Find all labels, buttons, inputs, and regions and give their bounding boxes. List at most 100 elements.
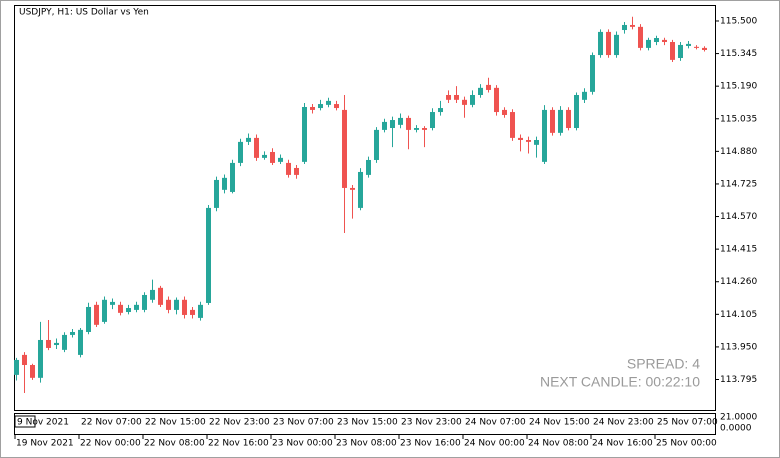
candle-body	[198, 304, 203, 318]
y-tick-label: 114.415	[720, 245, 757, 255]
candle-body	[358, 171, 363, 208]
x-tick-label: 24 Nov 00:00	[464, 439, 525, 449]
candle-body	[430, 112, 435, 129]
y-tick-label: 114.105	[720, 310, 757, 320]
sub-time-label: 25 Nov 07:00	[657, 418, 718, 428]
candle-body	[254, 137, 259, 158]
candle-body	[390, 120, 395, 129]
candle-body	[150, 289, 155, 300]
candle-body	[518, 137, 523, 140]
candle-body	[206, 207, 211, 303]
candle-body	[398, 117, 403, 125]
candle-body	[142, 294, 147, 310]
candle-body	[318, 104, 323, 109]
candle-body	[46, 339, 51, 348]
candle-body	[486, 84, 491, 90]
candle-body	[574, 95, 579, 129]
candle-body	[62, 334, 67, 350]
candle-body	[174, 299, 179, 310]
y-tick-label: 114.725	[720, 179, 757, 189]
sub-time-label: 23 Nov 07:00	[273, 418, 334, 428]
candle-body	[278, 157, 283, 162]
candle-body	[638, 26, 643, 48]
candle-body	[30, 365, 35, 378]
candle-body	[190, 309, 195, 315]
candle-body	[502, 109, 507, 115]
x-tick-label: 22 Nov 16:00	[208, 439, 269, 449]
x-tick-label: 22 Nov 08:00	[144, 439, 205, 449]
candle-body	[286, 162, 291, 175]
candle-body	[14, 359, 19, 375]
candle-body	[214, 179, 219, 208]
candle-body	[102, 299, 107, 322]
candle-body	[374, 129, 379, 160]
next-candle: NEXT CANDLE: 00:22:10	[540, 374, 700, 390]
candle-body	[270, 151, 275, 163]
x-tick-label: 23 Nov 16:00	[400, 439, 461, 449]
candle-body	[262, 154, 267, 158]
candle-body	[110, 301, 115, 305]
plot-frame	[14, 5, 716, 411]
candle-body	[446, 95, 451, 100]
sub-time-label: 24 Nov 15:00	[529, 418, 590, 428]
candle-body	[534, 140, 539, 145]
candle-body	[582, 91, 587, 100]
candle-body	[134, 304, 139, 310]
candle-body	[166, 299, 171, 310]
candle-body	[22, 354, 27, 365]
candle-body	[510, 112, 515, 138]
sub-time-label: 24 Nov 23:00	[593, 418, 654, 428]
candle-body	[230, 162, 235, 192]
x-tick-label: 22 Nov 00:00	[80, 439, 141, 449]
y-tick-label: 115.035	[720, 114, 757, 124]
candle-body	[294, 167, 299, 175]
candle-body	[670, 42, 675, 60]
candle-body	[454, 95, 459, 100]
sub-time-label: 23 Nov 15:00	[337, 418, 398, 428]
x-tick-label: 19 Nov 2021	[16, 439, 74, 449]
candle-body	[406, 117, 411, 130]
y-tick-label: 115.190	[720, 82, 757, 92]
candle-body	[630, 24, 635, 27]
candle-body	[182, 299, 187, 315]
sub-y-tick-label: 0.0000	[720, 424, 752, 434]
candle-body	[326, 100, 331, 105]
candle-body	[662, 39, 667, 43]
sub-time-label: 23 Nov 23:00	[401, 418, 462, 428]
sub-time-label: 22 Nov 07:00	[81, 418, 142, 428]
candle-body	[494, 87, 499, 113]
candle-body	[94, 304, 99, 325]
candle-body	[478, 87, 483, 95]
y-tick-label: 113.795	[720, 375, 757, 385]
candle-body	[246, 137, 251, 142]
candle-body	[550, 109, 555, 133]
candle-body	[38, 339, 43, 378]
candle-body	[350, 187, 355, 190]
y-tick-label: 114.880	[720, 147, 757, 157]
sub-time-label: 24 Nov 07:00	[465, 418, 526, 428]
candle-body	[694, 46, 699, 48]
candle-body	[654, 38, 659, 43]
candle-body	[334, 104, 339, 109]
candle-body	[118, 304, 123, 313]
candle-body	[158, 287, 163, 305]
candle-body	[438, 108, 443, 113]
sub-y-tick-label: 21.0000	[720, 413, 757, 423]
candle-body	[622, 24, 627, 31]
candle-body	[678, 44, 683, 58]
sub-time-label: 22 Nov 23:00	[209, 418, 270, 428]
sub-time-box	[14, 415, 36, 428]
x-tick-label: 24 Nov 08:00	[528, 439, 589, 449]
candle-body	[702, 47, 707, 50]
candle-body	[422, 128, 427, 130]
candle-body	[238, 141, 243, 163]
x-tick-label: 24 Nov 16:00	[592, 439, 653, 449]
y-tick-label: 113.950	[720, 342, 757, 352]
sub-time-label: 22 Nov 15:00	[145, 418, 206, 428]
candle-body	[342, 109, 347, 188]
candle-body	[558, 109, 563, 133]
x-tick-label: 23 Nov 08:00	[336, 439, 397, 449]
y-tick-label: 114.570	[720, 212, 757, 222]
sub-time-label: 9 Nov 2021	[17, 418, 69, 428]
